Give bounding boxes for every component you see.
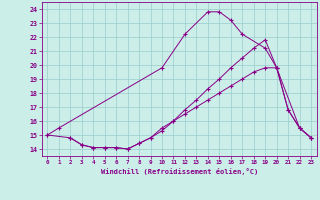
X-axis label: Windchill (Refroidissement éolien,°C): Windchill (Refroidissement éolien,°C) <box>100 168 258 175</box>
